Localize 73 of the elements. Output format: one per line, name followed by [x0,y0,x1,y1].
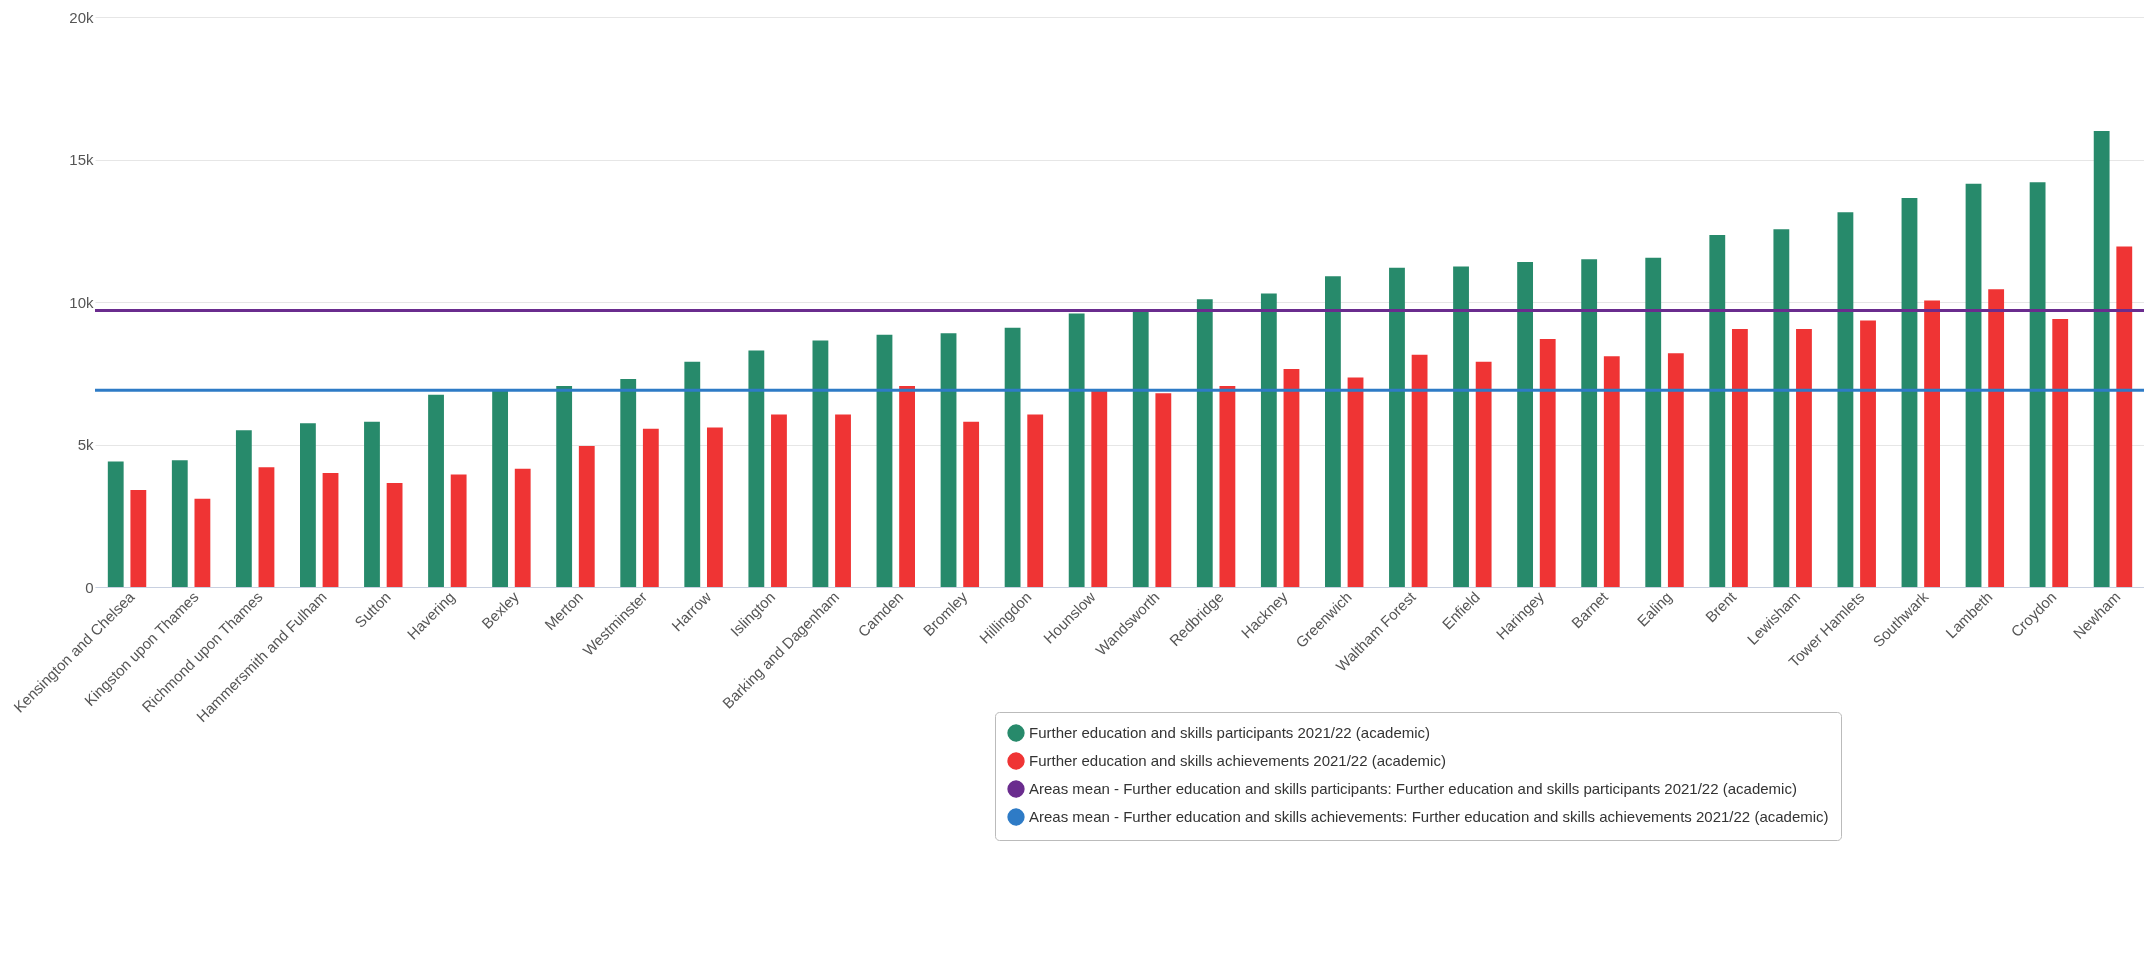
bar [130,490,147,587]
bar [1731,329,1748,587]
bar [706,427,723,587]
bar [1283,368,1300,587]
bar [1027,414,1044,587]
bar [1581,259,1598,587]
bar [450,474,467,587]
legend-label: Further education and skills participants 2021/22 (academic) [1029,724,1431,741]
bar [556,386,573,587]
bar [1901,197,1918,587]
y-tick-label: 0 [85,578,94,596]
bar [1453,266,1469,587]
bar [386,482,403,587]
bar [1796,329,1812,587]
y-tick-label: 5k [77,436,94,453]
bar [1325,276,1341,587]
bar [1539,339,1556,587]
bar [1389,267,1405,587]
bar [322,473,339,587]
bar [2116,246,2133,587]
bar [684,361,701,587]
bar [748,350,765,587]
bar [235,430,252,587]
bar [428,394,444,587]
y-tick-label: 15k [69,151,94,168]
bar [1196,299,1213,587]
bar [1988,289,2005,587]
bar [1773,229,1790,587]
bar [1068,313,1085,587]
bar [963,421,980,587]
bar [1603,356,1620,587]
bar [194,498,211,587]
bar [1155,393,1172,587]
bar [1132,310,1149,587]
bar [492,390,509,587]
bar [514,468,531,587]
bar [1091,390,1108,587]
bar [300,423,316,587]
y-tick-label: 20k [69,8,94,26]
legend-label: Areas mean - Further education and skills participants: Further education and skills participants 2021/22 (academic) [1029,780,1797,797]
bar [1645,257,1662,587]
legend-label: Areas mean - Further education and skills achievements: Further education and skills achievements 2021/22 (academic) [1029,808,1829,825]
bar [1837,212,1854,587]
bar [771,414,787,587]
bar [2029,182,2046,587]
bar [940,333,957,587]
bar [2052,319,2069,587]
bar [1219,386,1236,587]
bar [171,460,188,587]
bar [1004,327,1021,587]
bar [578,445,595,587]
bar [364,421,380,587]
bar [1667,353,1684,587]
bar [1709,235,1726,587]
bar [107,461,124,587]
bar [1475,361,1492,587]
bar [1411,354,1428,587]
bar [2093,131,2110,587]
bar [899,386,915,587]
bar [1924,300,1940,587]
bar [1347,377,1364,587]
bar [642,428,659,587]
bar [1860,320,1876,587]
bar [258,467,275,587]
bar [876,334,893,587]
legend-label: Further education and skills achievements 2021/22 (academic) [1029,752,1446,769]
bar [1517,262,1534,587]
bar [620,378,637,587]
bar [1965,183,1982,587]
bar [812,340,829,587]
y-tick-label: 10k [69,293,94,311]
bar [1260,293,1277,587]
bar [835,414,851,587]
